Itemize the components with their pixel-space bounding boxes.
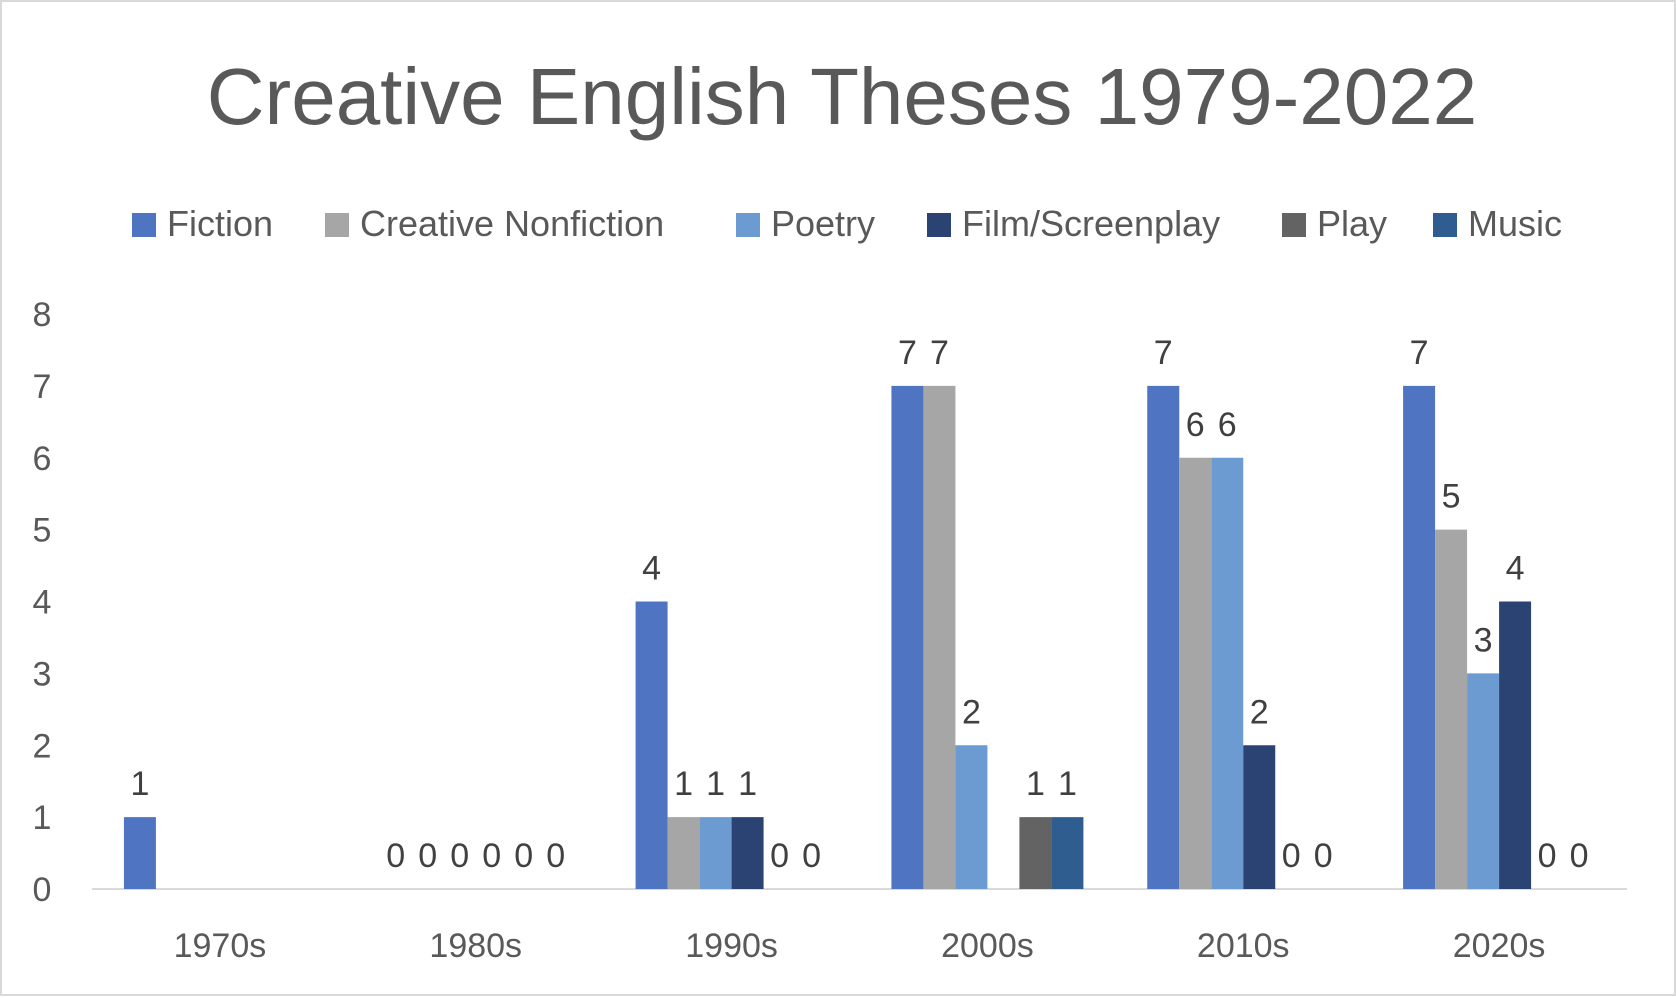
data-label: 0	[546, 837, 565, 875]
x-tick-label: 2000s	[941, 927, 1034, 965]
bar	[891, 385, 924, 889]
data-label: 1	[1058, 765, 1077, 803]
bar	[1243, 745, 1276, 889]
bar	[1467, 673, 1500, 889]
data-label: 2	[962, 693, 981, 731]
x-tick-label: 2020s	[1453, 927, 1546, 965]
bar	[1019, 817, 1052, 889]
data-label: 0	[482, 837, 501, 875]
data-label: 1	[674, 765, 693, 803]
chart-title: Creative English Theses 1979-2022	[207, 52, 1477, 141]
data-label: 6	[1218, 406, 1237, 444]
x-tick-label: 2010s	[1197, 927, 1290, 965]
data-label: 1	[130, 765, 149, 803]
data-label: 0	[514, 837, 533, 875]
y-tick-label: 4	[33, 584, 52, 622]
y-tick-label: 8	[33, 296, 52, 334]
data-label: 0	[1570, 837, 1589, 875]
data-label: 7	[1410, 334, 1429, 372]
data-label: 7	[930, 334, 949, 372]
bar	[1051, 817, 1084, 889]
legend-swatch	[1282, 213, 1306, 237]
y-tick-label: 2	[33, 727, 52, 765]
bars	[123, 385, 1532, 889]
legend-label: Fiction	[167, 203, 273, 244]
x-axis: 1970s 1980s 1990s 2000s 2010s 2020s	[92, 888, 1627, 965]
bar	[635, 601, 668, 889]
legend: Fiction Creative Nonfiction Poetry Film/Scr…	[132, 203, 1562, 244]
data-label: 1	[738, 765, 757, 803]
legend-label: Play	[1317, 203, 1387, 244]
data-label: 7	[1154, 334, 1173, 372]
legend-swatch	[132, 213, 156, 237]
legend-label: Music	[1468, 203, 1562, 244]
legend-swatch	[736, 213, 760, 237]
legend-label: Film/Screenplay	[962, 203, 1220, 244]
bar	[1147, 385, 1180, 889]
legend-label: Creative Nonfiction	[360, 203, 664, 244]
data-label: 0	[418, 837, 437, 875]
bar	[667, 817, 700, 889]
y-tick-label: 5	[33, 512, 52, 550]
data-label: 0	[770, 837, 789, 875]
data-label: 1	[706, 765, 725, 803]
data-label: 2	[1250, 693, 1269, 731]
bar	[1403, 385, 1436, 889]
bar	[1435, 529, 1468, 889]
data-label: 1	[1026, 765, 1045, 803]
legend-swatch	[325, 213, 349, 237]
data-label: 0	[802, 837, 821, 875]
legend-swatch	[1433, 213, 1457, 237]
data-label: 3	[1474, 621, 1493, 659]
y-tick-label: 7	[33, 368, 52, 406]
x-tick-label: 1980s	[429, 927, 522, 965]
data-label: 4	[642, 550, 661, 588]
bar	[923, 385, 956, 889]
bar	[1179, 457, 1212, 889]
y-tick-label: 6	[33, 440, 52, 478]
bar	[731, 817, 764, 889]
legend-label: Poetry	[771, 203, 875, 244]
bar	[699, 817, 732, 889]
bar	[1499, 601, 1532, 889]
y-axis: 0 1 2 3 4 5 6 7 8	[33, 296, 52, 909]
data-label: 0	[1538, 837, 1557, 875]
data-label: 0	[450, 837, 469, 875]
legend-swatch	[927, 213, 951, 237]
y-tick-label: 3	[33, 655, 52, 693]
data-label: 6	[1186, 406, 1205, 444]
y-tick-label: 0	[33, 871, 52, 909]
data-label: 4	[1506, 550, 1525, 588]
data-label: 0	[1314, 837, 1333, 875]
bar	[1211, 457, 1244, 889]
data-label: 0	[1282, 837, 1301, 875]
y-tick-label: 1	[33, 799, 52, 837]
bar	[955, 745, 988, 889]
x-tick-label: 1970s	[174, 927, 267, 965]
x-tick-label: 1990s	[685, 927, 778, 965]
bar	[123, 817, 156, 889]
data-label: 0	[386, 837, 405, 875]
data-label: 7	[898, 334, 917, 372]
data-label: 5	[1442, 478, 1461, 516]
